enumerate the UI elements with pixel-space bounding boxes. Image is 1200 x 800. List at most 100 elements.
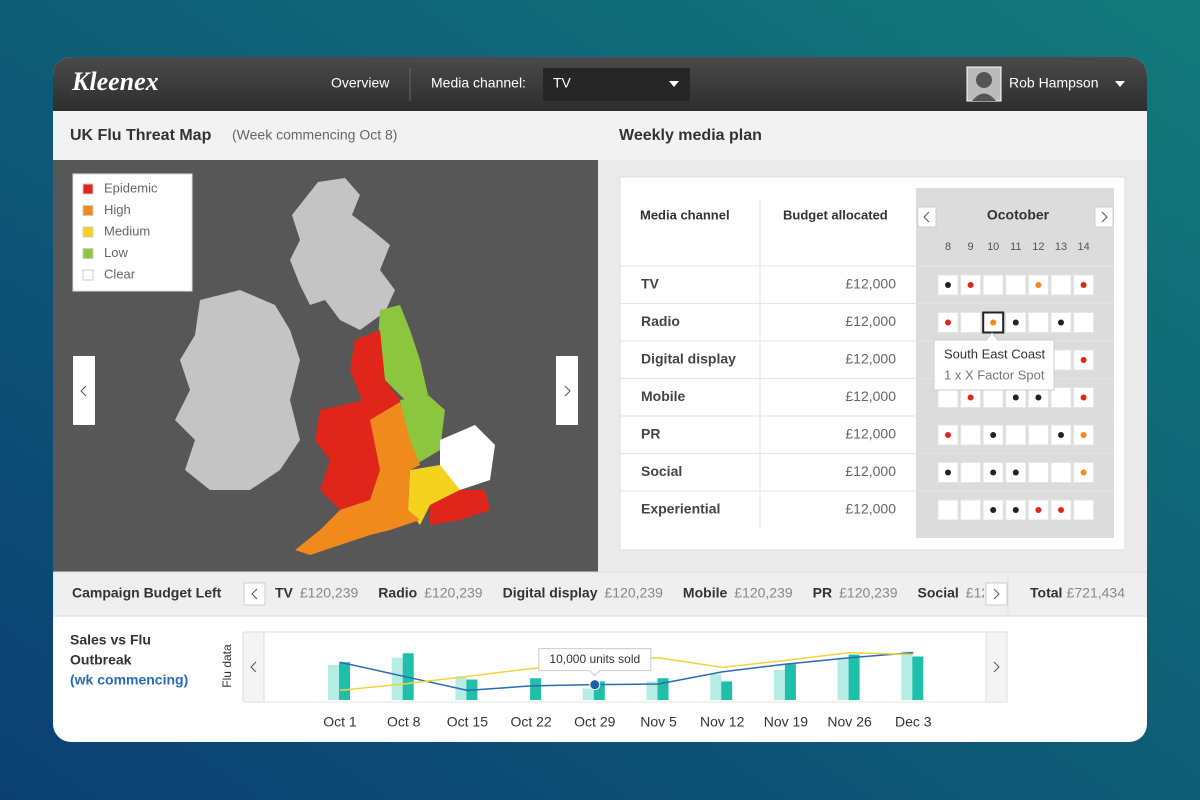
user-menu-arrow[interactable]	[1115, 81, 1125, 87]
region-south[interactable]	[408, 465, 460, 525]
budget-value: £12,000	[845, 351, 896, 367]
legend-swatch	[82, 205, 94, 216]
day-cell[interactable]	[1005, 424, 1027, 446]
budget-item-amount: £120,239	[424, 585, 483, 601]
bar	[593, 681, 605, 700]
highlight-point[interactable]	[589, 679, 601, 691]
budget-prev[interactable]	[243, 582, 266, 606]
bar	[582, 688, 594, 700]
arrow-icon	[251, 588, 258, 600]
day-cell[interactable]	[960, 312, 982, 333]
month-prev[interactable]	[917, 206, 937, 228]
budget-item-amount: £120,239	[734, 585, 793, 601]
region-wales[interactable]	[315, 400, 380, 510]
day-cell[interactable]	[1050, 274, 1072, 296]
day-cell[interactable]	[1005, 274, 1027, 296]
tooltip	[933, 332, 1055, 391]
map-prev[interactable]	[73, 356, 95, 425]
arrow-icon	[923, 211, 930, 223]
tooltip-detail: 1 x X Factor Spot	[944, 367, 1045, 382]
budget-item-name: PR	[813, 585, 832, 601]
day-cell[interactable]	[1050, 387, 1072, 408]
x-tick-label: Oct 15	[447, 714, 488, 730]
arrow-icon	[250, 661, 257, 673]
avatar-head	[976, 72, 992, 88]
x-tick-label: Nov 19	[764, 714, 809, 730]
tooltip-title: South East Coast	[944, 346, 1046, 361]
brand-logo[interactable]: Kleenex	[71, 67, 159, 96]
schedule-dot	[1058, 319, 1064, 326]
bar	[912, 656, 924, 700]
chart-subtitle[interactable]: (wk commencing)	[70, 672, 188, 688]
schedule-dot	[1080, 282, 1087, 288]
schedule-dot	[1035, 394, 1042, 401]
legend-label: Epidemic	[104, 180, 158, 195]
channel-name: Social	[641, 463, 682, 479]
region-north-west[interactable]	[350, 330, 400, 420]
schedule-dot	[990, 319, 997, 326]
map-next[interactable]	[556, 356, 578, 425]
schedule-dot	[1012, 319, 1019, 326]
budget-item-name: Digital display	[503, 585, 598, 601]
schedule-dot	[1080, 357, 1087, 363]
day-cell[interactable]	[1073, 499, 1095, 521]
day-cell[interactable]	[1027, 424, 1049, 446]
schedule-dot	[1012, 394, 1019, 401]
day-label: 12	[1032, 241, 1044, 253]
day-cell[interactable]	[937, 499, 959, 521]
bar	[710, 674, 722, 700]
day-cell[interactable]	[1050, 462, 1072, 483]
schedule-dot	[1080, 469, 1087, 476]
channel-value: TV	[553, 75, 572, 91]
plan-header	[598, 111, 1147, 160]
schedule-dot	[1080, 394, 1087, 401]
schedule-dot	[1058, 507, 1064, 513]
user-name[interactable]: Rob Hampson	[1009, 75, 1099, 91]
day-cell[interactable]	[960, 424, 982, 446]
day-cell[interactable]	[1073, 312, 1095, 333]
app-window: Kleenex Overview Media channel: TV Rob H…	[53, 57, 1147, 742]
chart-prev[interactable]	[242, 631, 265, 703]
schedule-dot	[1035, 507, 1042, 513]
budget-item-amount: £120,239	[605, 585, 664, 601]
schedule-dot	[967, 282, 974, 288]
arrow-icon	[80, 385, 87, 397]
chart-next[interactable]	[985, 631, 1008, 703]
day-cell[interactable]	[1027, 462, 1049, 483]
schedule-dot	[945, 319, 951, 326]
schedule-dot	[1012, 507, 1019, 513]
budget-item-name: TV	[275, 585, 294, 601]
month-next[interactable]	[1094, 206, 1114, 228]
budget-item-amount: £120,239	[839, 585, 898, 601]
region-south-west[interactable]	[295, 470, 420, 555]
bar	[339, 662, 350, 700]
region-north-east[interactable]	[378, 305, 428, 400]
region-midlands[interactable]	[370, 402, 420, 475]
x-tick-label: Oct 1	[323, 714, 357, 730]
map-subtitle: (Week commencing Oct 8)	[232, 127, 397, 143]
region-scotland[interactable]	[290, 178, 395, 330]
day-label: 13	[1055, 241, 1067, 253]
bar	[328, 664, 339, 700]
nav-overview[interactable]: Overview	[331, 75, 390, 91]
region-ireland[interactable]	[175, 290, 300, 490]
bar	[901, 651, 913, 700]
day-cell[interactable]	[960, 462, 982, 483]
region-east[interactable]	[440, 425, 495, 490]
budget-next[interactable]	[985, 582, 1008, 606]
region-south-east[interactable]	[430, 490, 490, 525]
channel-select[interactable]	[543, 68, 690, 101]
day-cell[interactable]	[982, 274, 1004, 296]
map-title: UK Flu Threat Map	[70, 127, 212, 144]
x-tick-label: Oct 29	[574, 714, 615, 730]
arrow-icon	[993, 661, 1000, 673]
budget-value: £12,000	[845, 313, 896, 329]
day-cell[interactable]	[1027, 312, 1049, 333]
schedule-dot	[967, 394, 974, 401]
line	[339, 651, 914, 692]
schedule-dot	[990, 469, 997, 476]
bar	[646, 681, 658, 700]
day-cell[interactable]	[960, 499, 982, 521]
legend-swatch	[82, 269, 94, 281]
